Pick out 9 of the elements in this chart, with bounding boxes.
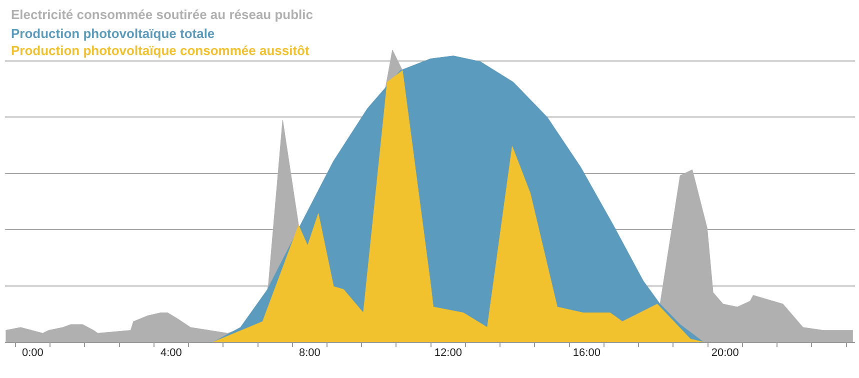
x-tick-label: 20:00: [711, 347, 739, 360]
text: Production photovoltaïque consommée aussitôt: [11, 43, 310, 58]
x-tick-label: 0:00: [22, 347, 44, 360]
text: Production photovoltaïque totale: [11, 26, 215, 41]
x-tick-label: 16:00: [572, 347, 600, 360]
x-tick-label: 4:00: [160, 347, 182, 360]
text: Electricité consommée soutirée au réseau public: [11, 7, 314, 22]
x-tick-label: 12:00: [434, 347, 462, 360]
x-tick-label: 8:00: [298, 347, 320, 360]
